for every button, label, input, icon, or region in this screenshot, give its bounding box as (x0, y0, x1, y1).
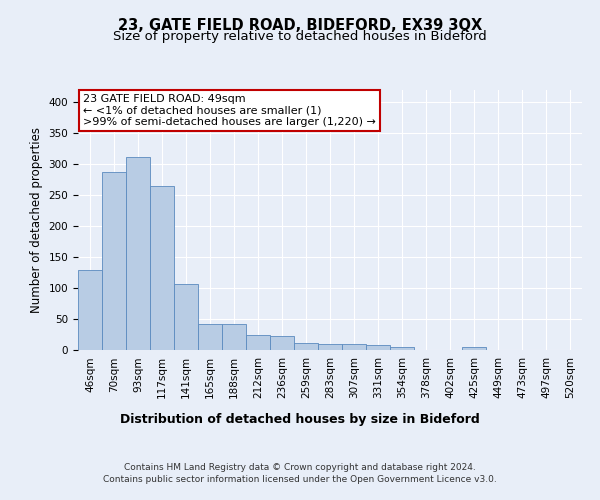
Bar (102, 172, 126, 350)
Text: Distribution of detached houses by size in Bideford: Distribution of detached houses by size … (120, 412, 480, 426)
Bar (342, 344, 366, 350)
Bar (294, 343, 318, 350)
Bar (222, 324, 246, 350)
Bar (390, 347, 414, 350)
Text: Contains public sector information licensed under the Open Government Licence v3: Contains public sector information licen… (103, 475, 497, 484)
Bar (126, 157, 150, 350)
Bar (318, 344, 342, 350)
Bar (78, 270, 102, 350)
Text: Size of property relative to detached houses in Bideford: Size of property relative to detached ho… (113, 30, 487, 43)
Bar (366, 345, 390, 350)
Y-axis label: Number of detached properties: Number of detached properties (30, 127, 43, 313)
Bar (198, 324, 222, 350)
Bar (270, 336, 294, 350)
Bar (246, 334, 270, 350)
Text: Contains HM Land Registry data © Crown copyright and database right 2024.: Contains HM Land Registry data © Crown c… (124, 462, 476, 471)
Bar (174, 284, 198, 350)
Bar (150, 186, 174, 350)
Bar (462, 347, 486, 350)
Text: 23 GATE FIELD ROAD: 49sqm
← <1% of detached houses are smaller (1)
>99% of semi-: 23 GATE FIELD ROAD: 49sqm ← <1% of detac… (83, 94, 376, 127)
Text: 23, GATE FIELD ROAD, BIDEFORD, EX39 3QX: 23, GATE FIELD ROAD, BIDEFORD, EX39 3QX (118, 18, 482, 32)
